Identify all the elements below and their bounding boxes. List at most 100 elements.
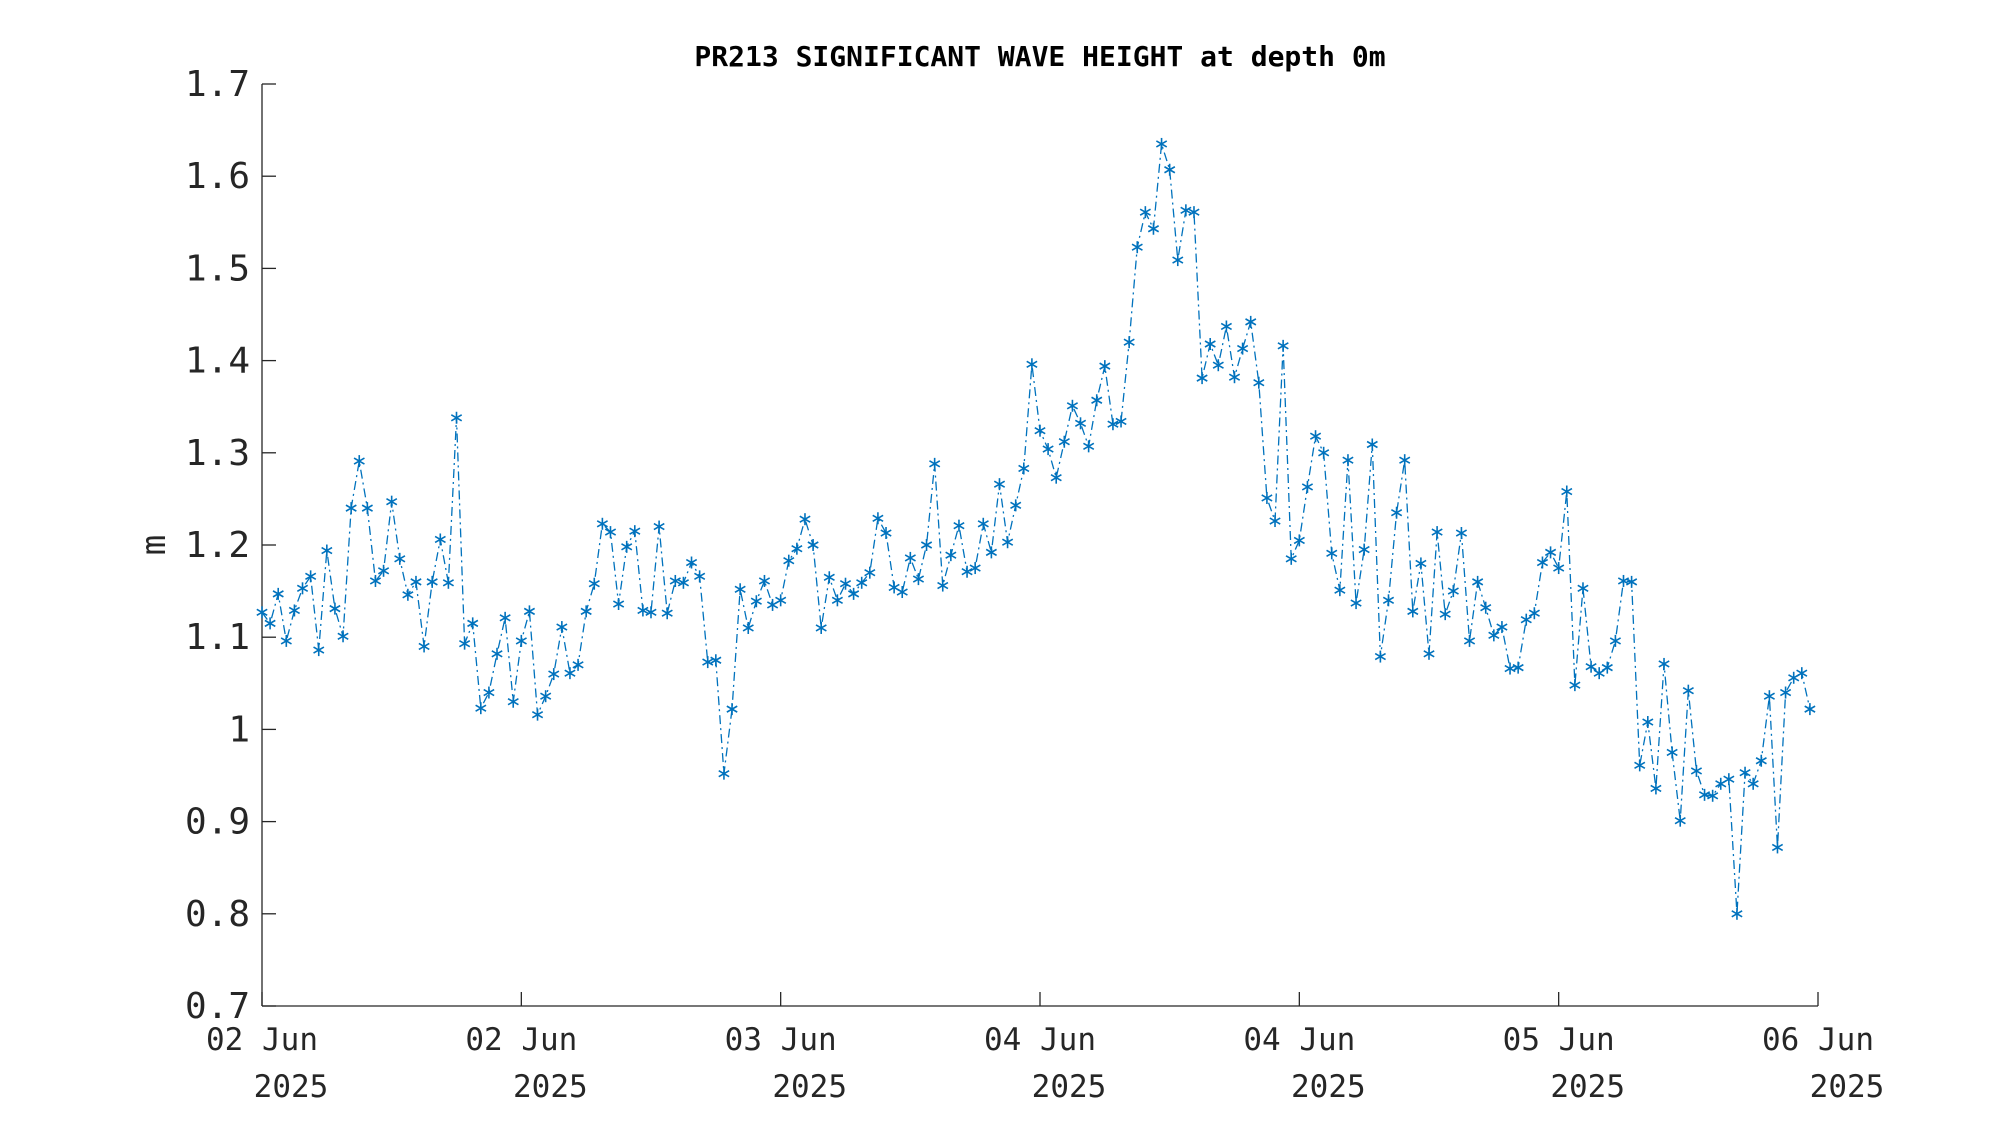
data-point <box>920 539 933 551</box>
data-point <box>1407 605 1419 618</box>
data-point <box>507 695 519 708</box>
data-point <box>1042 443 1054 456</box>
data-point <box>556 621 568 634</box>
data-point <box>1528 607 1540 620</box>
data-point <box>1123 336 1135 349</box>
data-point <box>491 647 503 660</box>
data-point <box>305 570 317 583</box>
y-tick-label: 0.8 <box>185 894 250 935</box>
data-point <box>1731 907 1743 920</box>
data-point <box>1585 660 1597 673</box>
data-point <box>1074 417 1087 430</box>
data-point <box>1512 661 1524 674</box>
data-point <box>734 583 746 596</box>
data-point <box>580 605 592 618</box>
data-point <box>1083 440 1095 453</box>
data-point <box>1463 634 1476 647</box>
data-point <box>1066 399 1079 412</box>
data-point <box>839 577 852 590</box>
data-point <box>264 617 276 630</box>
data-point <box>1382 594 1395 607</box>
data-point <box>1390 506 1403 519</box>
data-point <box>1626 575 1638 588</box>
data-point <box>1115 415 1127 428</box>
data-point <box>402 588 414 601</box>
data-point <box>815 621 827 634</box>
x-tick-label-date: 04 Jun <box>1243 1022 1355 1058</box>
data-point <box>961 565 973 578</box>
data-point <box>1293 534 1305 547</box>
data-point <box>588 577 600 590</box>
data-point <box>1415 557 1427 570</box>
data-point <box>467 617 479 630</box>
data-point <box>661 607 673 620</box>
data-point <box>1220 320 1232 333</box>
data-point <box>629 525 641 538</box>
data-point <box>669 574 681 587</box>
data-point <box>256 606 268 619</box>
data-point <box>1334 584 1346 597</box>
x-tick-label-date: 04 Jun <box>984 1022 1096 1058</box>
data-point <box>766 598 779 611</box>
data-point <box>1577 582 1589 595</box>
data-point <box>1350 597 1362 610</box>
data-point <box>1309 430 1322 443</box>
data-point <box>377 564 390 577</box>
data-point <box>410 575 422 588</box>
data-point <box>1439 608 1451 621</box>
data-point <box>1488 629 1500 642</box>
data-point <box>896 586 908 599</box>
data-point <box>313 644 325 657</box>
data-point <box>904 551 916 564</box>
data-point <box>1366 438 1378 451</box>
data-point <box>726 703 738 716</box>
data-point <box>702 656 714 669</box>
data-point <box>1496 621 1508 634</box>
y-tick-label: 1.5 <box>185 248 250 289</box>
data-point <box>718 767 730 780</box>
data-point <box>1318 446 1330 459</box>
chart-title: PR213 SIGNIFICANT WAVE HEIGHT at depth 0… <box>694 40 1385 73</box>
y-tick-label: 1.6 <box>185 156 250 197</box>
data-point <box>280 634 292 647</box>
data-point <box>969 562 981 575</box>
data-point <box>677 576 690 589</box>
y-tick-label: 1.4 <box>185 341 250 382</box>
data-point <box>531 708 544 721</box>
data-point <box>1634 759 1646 772</box>
data-point <box>1228 371 1241 384</box>
data-point <box>1010 499 1022 512</box>
data-point <box>1536 556 1549 569</box>
data-point <box>499 611 511 624</box>
data-point <box>775 594 787 607</box>
data-point <box>848 587 860 600</box>
data-point <box>329 602 341 615</box>
data-point <box>1026 358 1038 371</box>
data-point <box>1107 418 1119 431</box>
data-point <box>612 598 625 611</box>
data-point <box>1212 359 1224 372</box>
data-point <box>1480 601 1492 614</box>
data-point <box>434 533 446 546</box>
data-point <box>596 517 608 530</box>
x-tick-label-year: 2025 <box>513 1069 588 1105</box>
x-tick-label-date: 05 Jun <box>1503 1022 1615 1058</box>
data-point <box>1779 686 1792 699</box>
data-point <box>1285 552 1297 565</box>
data-point <box>758 574 771 587</box>
data-point <box>823 571 835 584</box>
data-point <box>459 637 471 650</box>
data-point <box>1050 471 1062 484</box>
data-point <box>799 513 811 526</box>
data-point <box>929 457 941 470</box>
data-point <box>361 502 373 515</box>
data-point <box>1269 515 1281 528</box>
y-tick-label: 0.9 <box>185 802 250 843</box>
data-point <box>1690 764 1703 777</box>
data-point <box>888 581 900 594</box>
data-point <box>1674 814 1686 827</box>
data-point <box>272 587 284 600</box>
data-point <box>1755 754 1767 767</box>
data-point <box>945 549 957 562</box>
data-point <box>1447 585 1459 598</box>
